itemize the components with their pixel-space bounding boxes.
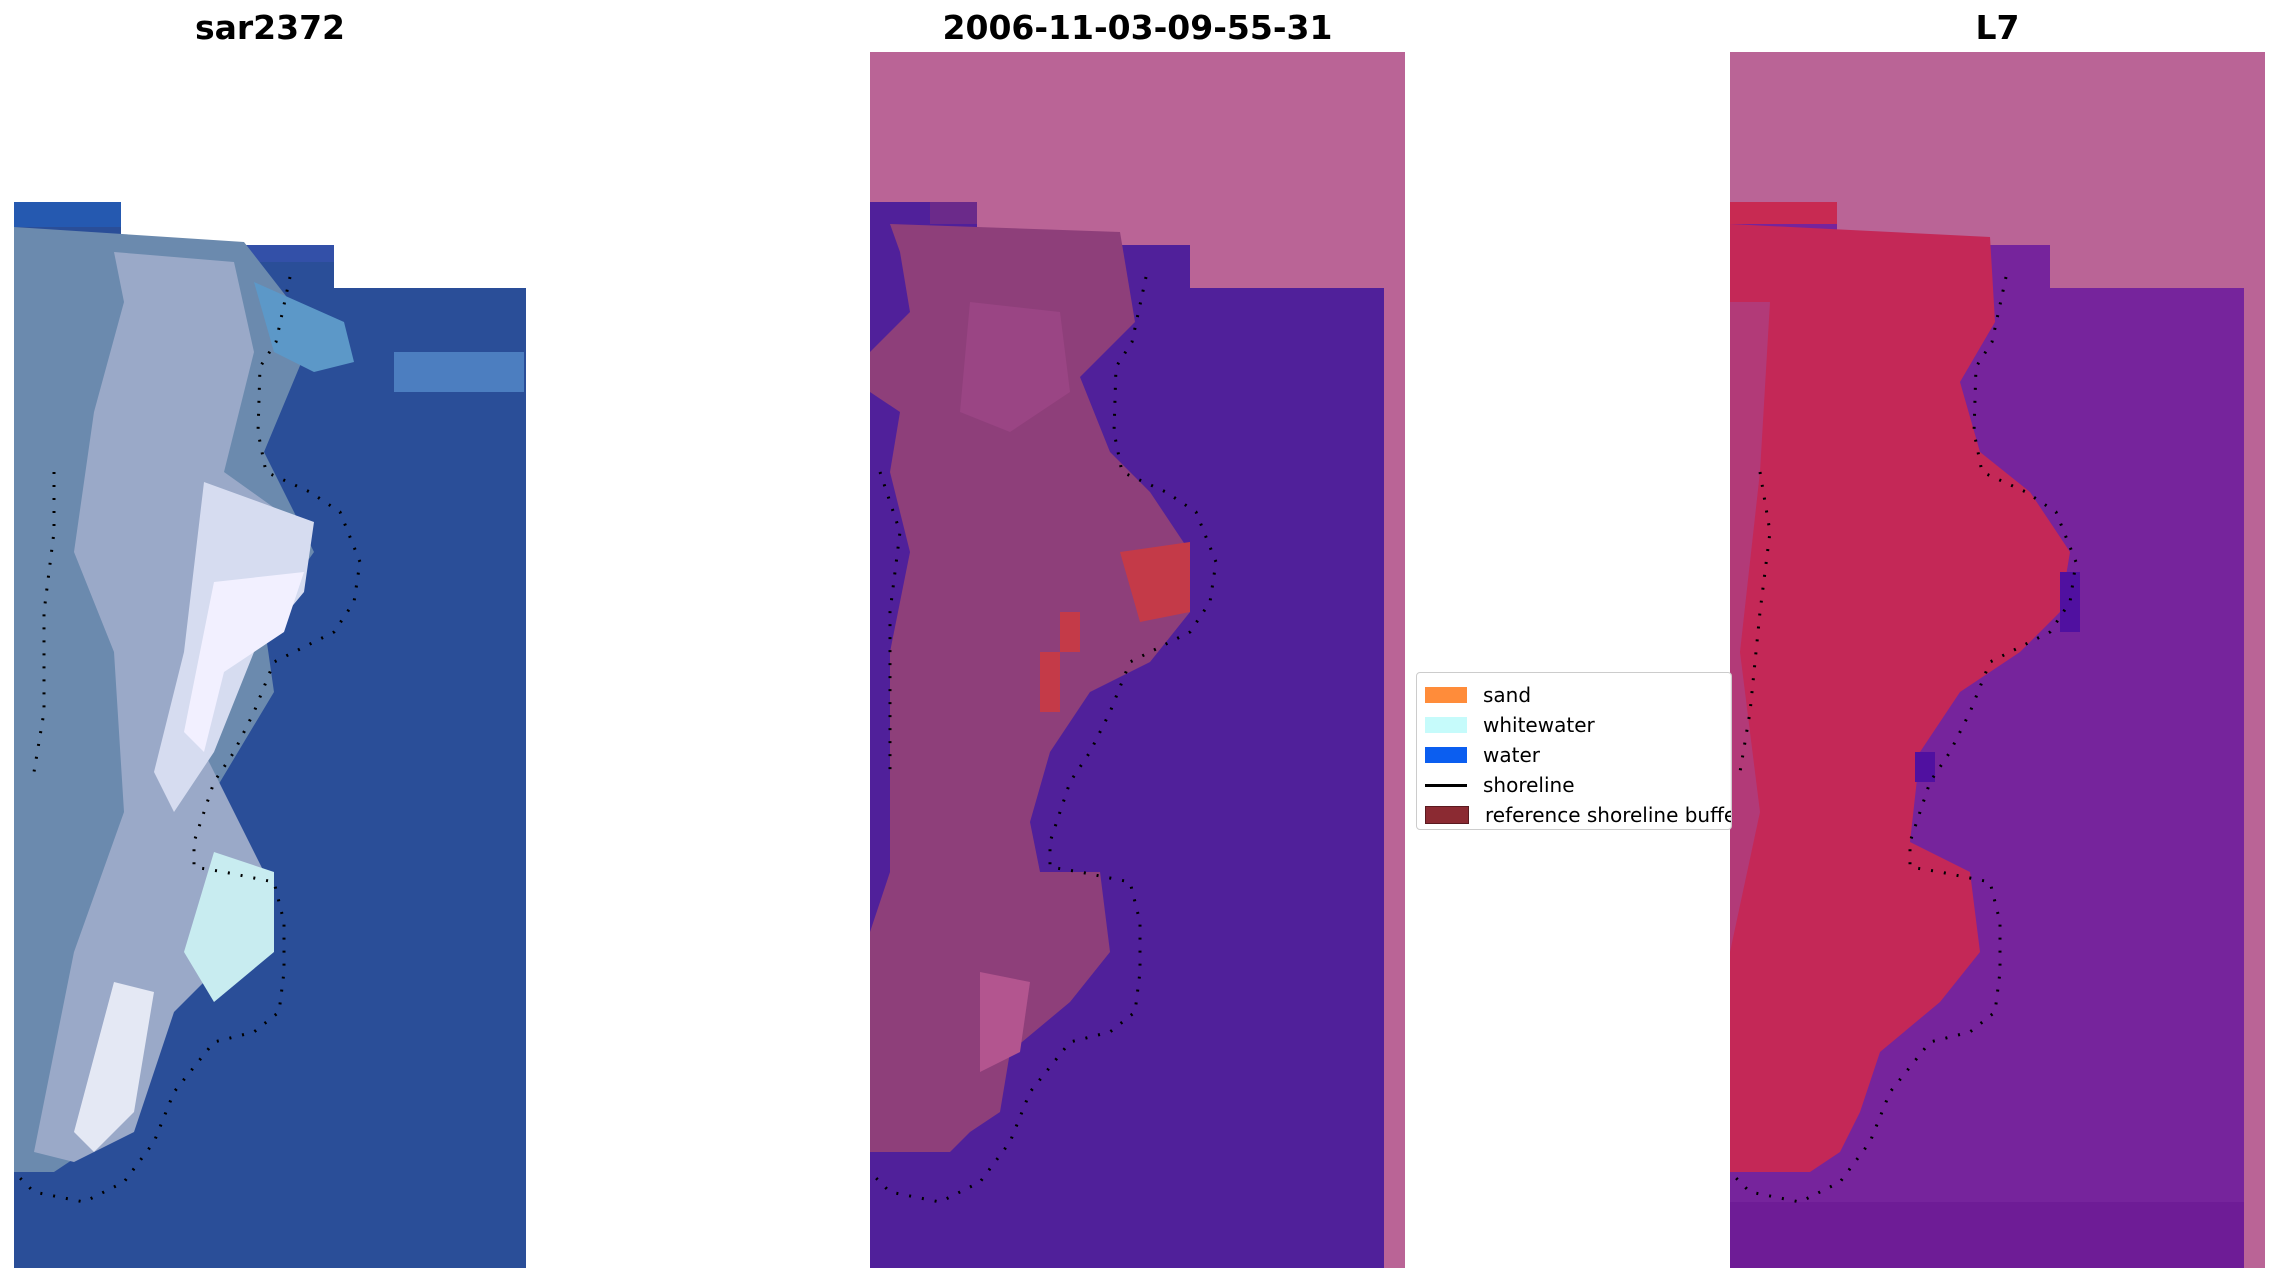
legend-item-water: water (1425, 741, 1540, 769)
classification-image (870, 52, 1405, 1268)
panel-title-rgb: sar2372 (194, 8, 346, 47)
legend-label: water (1483, 743, 1540, 767)
panel-title-index: L7 (1975, 8, 2020, 47)
legend-swatch-whitewater (1425, 717, 1467, 733)
legend-label: whitewater (1483, 713, 1595, 737)
legend-item-whitewater: whitewater (1425, 711, 1595, 739)
legend-swatch-reference-buffer (1425, 806, 1469, 824)
legend-swatch-shoreline (1425, 783, 1467, 787)
rgb-image (14, 52, 526, 1268)
legend-label: sand (1483, 683, 1532, 707)
legend-label: shoreline (1483, 773, 1575, 797)
legend-item-reference-buffer: reference shoreline buffer (1425, 801, 1732, 829)
panel-title-classification: 2006-11-03-09-55-31 (942, 8, 1333, 47)
legend-item-sand: sand (1425, 681, 1531, 709)
index-image (1730, 52, 2265, 1268)
legend-swatch-sand (1425, 687, 1467, 703)
legend-swatch-water (1425, 747, 1467, 763)
index-panel (1730, 52, 2265, 1268)
legend-label: reference shoreline buffer (1485, 803, 1732, 827)
rgb-image-panel (14, 52, 526, 1268)
legend: sand whitewater water shoreline referenc… (1416, 672, 1732, 830)
legend-item-shoreline: shoreline (1425, 771, 1575, 799)
classification-panel (870, 52, 1405, 1268)
